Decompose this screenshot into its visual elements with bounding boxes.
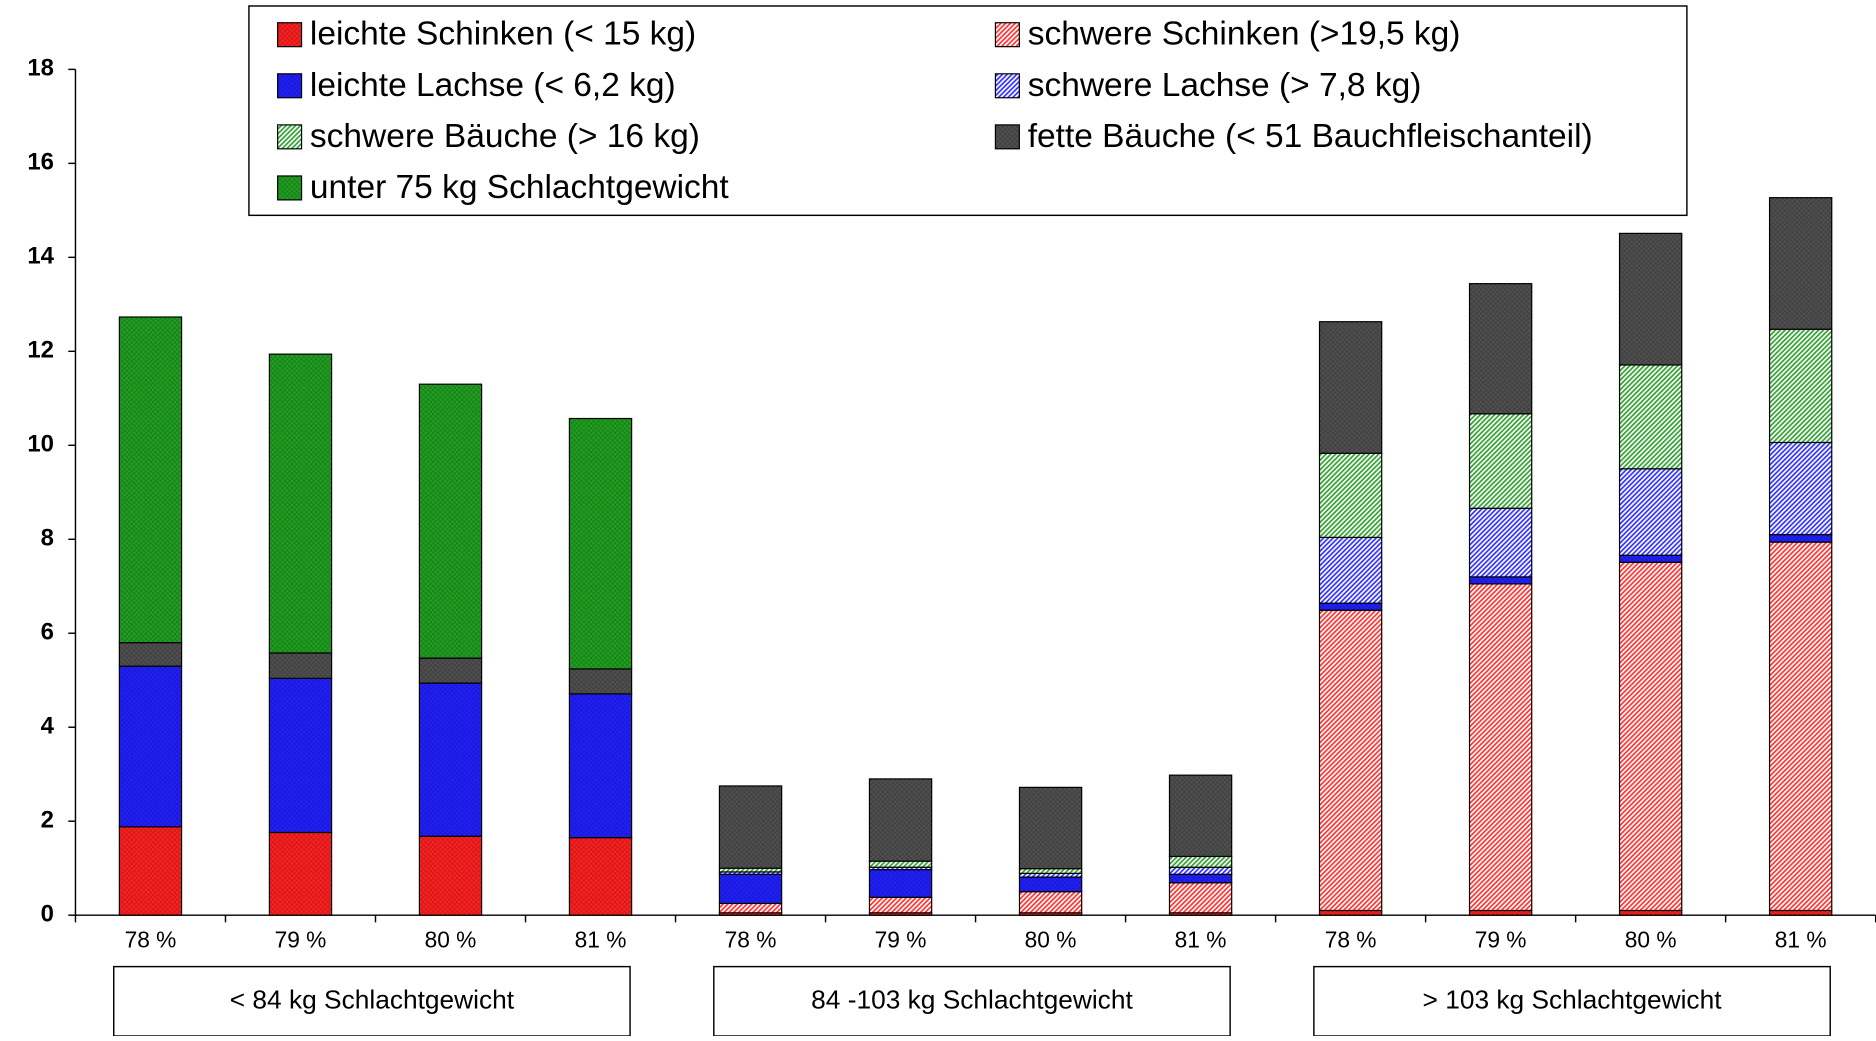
bar-segment — [268, 652, 333, 679]
bar-segment — [418, 835, 483, 916]
bar-segment — [1768, 909, 1833, 916]
legend-swatch — [277, 124, 303, 150]
legend-label: schwere Schinken (>19,5 kg) — [1028, 16, 1461, 53]
bar-segment — [868, 896, 933, 914]
group-box — [713, 965, 1231, 1037]
x-tick-label: 79 % — [275, 926, 327, 952]
bar-segment — [1468, 576, 1533, 585]
x-tick-label: 79 % — [1475, 926, 1527, 952]
legend-swatch — [277, 175, 303, 201]
bar-segment — [1618, 561, 1683, 912]
x-tick-label: 81 % — [1175, 926, 1227, 952]
bar-segment — [1318, 602, 1383, 611]
bar-segment — [1318, 609, 1383, 912]
legend-label: leichte Lachse (< 6,2 kg) — [310, 67, 676, 104]
bar-segment — [1468, 909, 1533, 916]
legend-label: schwere Bäuche (> 16 kg) — [310, 118, 700, 155]
y-tick-label: 8 — [41, 525, 54, 552]
y-tick-label: 10 — [27, 431, 54, 458]
legend-box — [248, 5, 1688, 217]
bar-segment — [118, 642, 183, 667]
bar-segment — [1018, 868, 1083, 874]
bar-segment — [868, 860, 933, 868]
bar-segment — [1618, 232, 1683, 366]
y-tick-label: 0 — [41, 900, 54, 927]
bar-segment — [118, 826, 183, 916]
legend-label: unter 75 kg Schlachtgewicht — [310, 169, 729, 206]
x-tick-label: 78 % — [725, 926, 777, 952]
bar-segment — [1168, 866, 1233, 875]
group-label: > 103 kg Schlachtgewicht — [1423, 984, 1723, 1014]
bar-segment — [568, 668, 633, 695]
bar-segment — [1768, 197, 1833, 330]
x-tick-label: 81 % — [575, 926, 627, 952]
bar-segment — [1468, 507, 1533, 578]
x-tick-label: 78 % — [125, 926, 177, 952]
x-tick-label: 80 % — [1625, 926, 1677, 952]
bar-segment — [1018, 891, 1083, 914]
bar-segment — [118, 316, 183, 644]
legend-swatch — [994, 124, 1020, 150]
y-tick-label: 4 — [41, 713, 55, 740]
legend-label: fette Bäuche (< 51 Bauchfleischanteil) — [1028, 118, 1593, 155]
x-tick-label: 78 % — [1325, 926, 1377, 952]
bar-segment — [1168, 774, 1233, 858]
bar-segment — [1318, 536, 1383, 604]
bar-segment — [1618, 909, 1683, 916]
x-tick-label: 79 % — [875, 926, 927, 952]
bar-segment — [568, 417, 633, 670]
bar-segment — [1318, 452, 1383, 538]
bar-segment — [1018, 876, 1083, 893]
bar-segment — [1618, 364, 1683, 470]
bar-segment — [868, 868, 933, 898]
x-tick-label: 80 % — [425, 926, 477, 952]
y-tick-label: 6 — [41, 619, 54, 646]
bar-segment — [868, 778, 933, 862]
bar-segment — [1168, 873, 1233, 884]
bar-segment — [568, 837, 633, 916]
y-tick-label: 16 — [27, 149, 54, 176]
bar-segment — [1468, 583, 1533, 912]
legend-label: schwere Lachse (> 7,8 kg) — [1028, 67, 1422, 104]
bar-segment — [268, 353, 333, 654]
bar-segment — [1168, 882, 1233, 914]
x-tick-label: 80 % — [1025, 926, 1077, 952]
legend-label: leichte Schinken (< 15 kg) — [310, 16, 696, 53]
bar-segment — [718, 785, 783, 869]
group-label: 84 -103 kg Schlachtgewicht — [811, 984, 1133, 1014]
bar-segment — [418, 383, 483, 659]
legend-swatch — [994, 22, 1020, 48]
bar-segment — [1768, 441, 1833, 536]
bar-segment — [268, 831, 333, 916]
bar-segment — [1768, 541, 1833, 912]
legend-swatch — [994, 73, 1020, 99]
bar-segment — [268, 677, 333, 834]
bar-segment — [118, 665, 183, 828]
bar-segment — [1318, 909, 1383, 916]
y-tick-label: 18 — [27, 55, 54, 82]
legend-swatch — [277, 73, 303, 99]
bar-segment — [1168, 855, 1233, 868]
bar-segment — [718, 902, 783, 914]
bar-segment — [1618, 554, 1683, 563]
legend-swatch — [277, 22, 303, 48]
x-tick-label: 81 % — [1775, 926, 1827, 952]
bar-segment — [418, 657, 483, 684]
y-tick-label: 2 — [41, 807, 54, 834]
bar-segment — [418, 682, 483, 837]
group-label: < 84 kg Schlachtgewicht — [230, 984, 515, 1014]
bar-segment — [1768, 533, 1833, 543]
group-box — [1313, 965, 1831, 1037]
bar-segment — [1468, 283, 1533, 415]
bar-segment — [1318, 321, 1383, 454]
bar-segment — [718, 873, 783, 905]
y-tick-label: 12 — [27, 337, 54, 364]
bar-segment — [1768, 328, 1833, 444]
y-tick-label: 14 — [27, 243, 54, 270]
bar-segment — [1468, 413, 1533, 509]
bar-segment — [1618, 468, 1683, 556]
bar-segment — [1018, 786, 1083, 870]
bar-segment — [568, 693, 633, 839]
